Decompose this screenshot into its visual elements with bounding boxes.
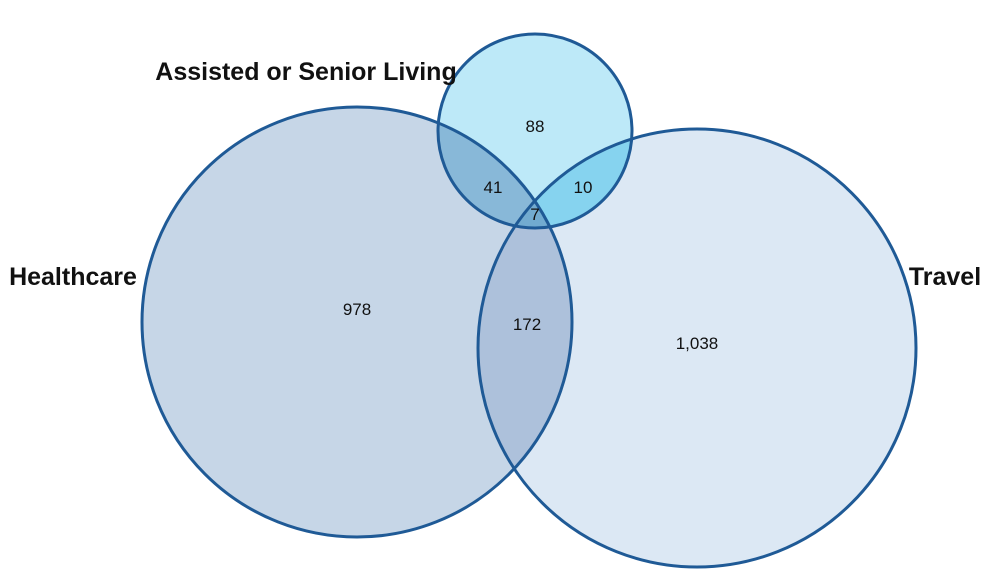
healthcare-circle-fill: [142, 107, 572, 537]
healthcare-only-count: 978: [343, 300, 371, 319]
travel-circle: [476, 127, 918, 569]
healthcare-assisted-count: 41: [484, 178, 503, 197]
travel-only-count: 1,038: [676, 334, 719, 353]
healthcare-label: Healthcare: [9, 263, 137, 291]
assisted-circle: [436, 32, 634, 230]
travel-assisted-count: 10: [574, 178, 593, 197]
assisted-only-count: 88: [526, 117, 545, 136]
healthcare-circle: [140, 105, 574, 539]
travel-circle-fill: [478, 129, 916, 567]
all-three-count: 7: [530, 205, 539, 224]
assisted-label: Assisted or Senior Living: [155, 58, 456, 86]
healthcare-travel-count: 172: [513, 315, 541, 334]
travel-label: Travel: [909, 263, 981, 291]
